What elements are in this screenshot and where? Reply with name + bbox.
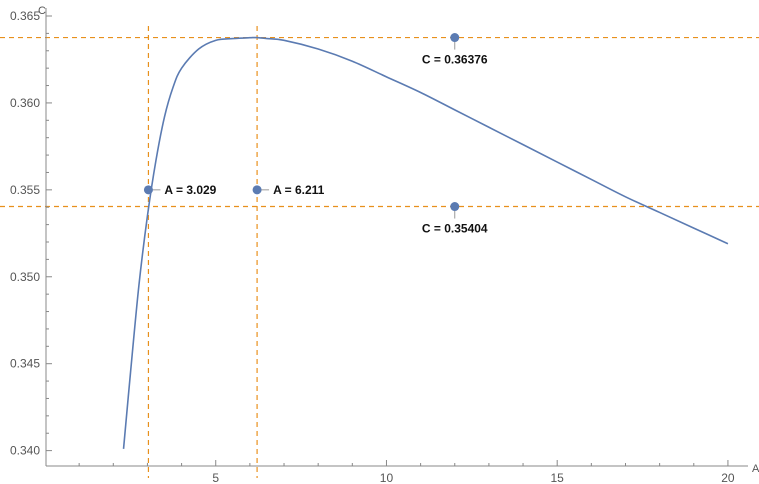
x-tick-label: 10 [380,471,394,484]
y-tick-label: 0.365 [10,9,40,23]
y-tick-label: 0.350 [10,270,40,284]
y-tick-label: 0.360 [10,96,40,110]
x-axis-label: A [752,463,759,475]
callout-label: A = 3.029 [164,183,216,197]
axis-ticks: 5 10 15 20 0.340 0.345 0.350 0.355 0.360 0.365 [10,9,735,484]
x-tick-label: 15 [551,471,565,484]
callouts: A = 3.029 A = 6.211 C = 0.36376 C = 0.35404 [143,33,488,236]
y-axis-label: C [38,5,46,17]
callout-label: C = 0.35404 [422,222,488,236]
series-group [122,36,729,449]
series-line [122,36,729,449]
callout-label: C = 0.36376 [422,53,488,67]
y-tick-label: 0.340 [10,444,40,458]
reference-lines [0,26,759,478]
x-tick-label: 20 [721,471,735,484]
y-tick-label: 0.345 [10,357,40,371]
callout-marker [143,185,153,195]
callout-marker [450,202,460,212]
axes: A C [38,5,759,475]
x-tick-label: 5 [212,471,219,484]
callout-label: A = 6.211 [273,183,325,197]
callout-marker [450,33,460,43]
y-tick-label: 0.355 [10,183,40,197]
callout-marker [252,185,262,195]
